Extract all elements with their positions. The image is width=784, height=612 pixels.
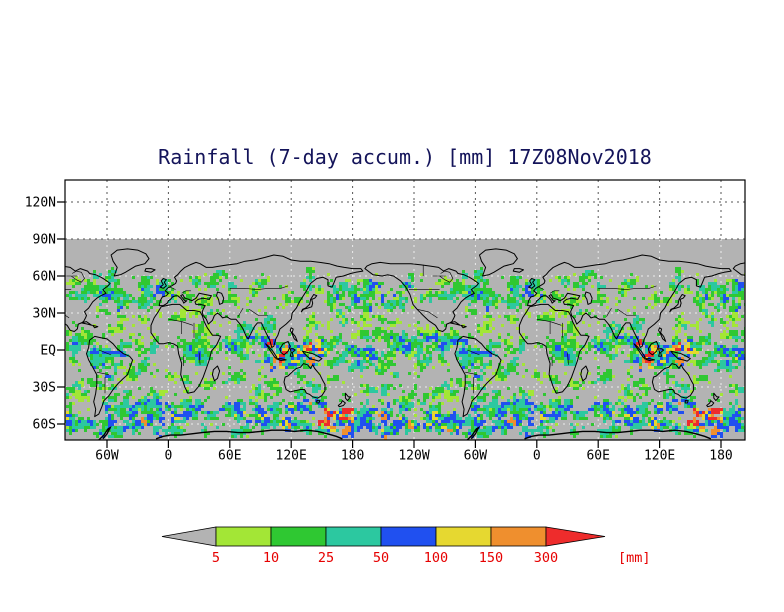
upper-gridlines (65, 180, 745, 240)
colorbar-seg-6 (490, 526, 547, 547)
colorbar-tick-50: 50 (373, 550, 389, 566)
colorbar-seg-3 (325, 526, 382, 547)
colorbar-left-arrow (161, 526, 217, 547)
lat-label-60n: 60N (33, 270, 56, 285)
colorbar-tick-25: 25 (318, 550, 334, 566)
coastline-path (65, 248, 745, 418)
lat-label-120n: 120N (25, 196, 56, 211)
lon-label-6: 60W (464, 449, 488, 464)
colorbar-seg-5 (435, 526, 492, 547)
lon-label-4: 180 (341, 449, 364, 464)
lon-label-2: 60E (218, 449, 241, 464)
colorbar-seg-4 (380, 526, 437, 547)
rainfall-layer (65, 267, 745, 440)
lon-label-8: 60E (586, 449, 609, 464)
colorbar-tick-150: 150 (479, 550, 503, 566)
lon-label-9: 120E (644, 449, 675, 464)
antarctica-coast-path (98, 425, 712, 440)
country-borders-path (65, 264, 657, 394)
colorbar-seg-2 (270, 526, 327, 547)
figure-title: Rainfall (7-day accum.) [mm] 17Z08Nov201… (158, 145, 652, 169)
lat-label-eq: EQ (40, 344, 56, 359)
colorbar-tick-100: 100 (424, 550, 448, 566)
lat-label-30s: 30S (33, 381, 56, 396)
colorbar: 5 10 25 50 100 150 300 [mm] (161, 526, 651, 566)
lon-label-1: 0 (164, 449, 172, 464)
coastlines-layer (65, 248, 745, 440)
lat-label-30n: 30N (33, 307, 56, 322)
plot-border (64, 179, 746, 441)
colorbar-units-label: [mm] (618, 550, 651, 566)
axis-ticks (57, 201, 722, 448)
lon-label-3: 120E (276, 449, 307, 464)
lon-label-0: 60W (95, 449, 119, 464)
colorbar-right-arrow (545, 526, 606, 547)
colorbar-tick-10: 10 (263, 550, 279, 566)
colorbar-tick-5: 5 (212, 550, 220, 566)
colorbar-seg-1 (215, 526, 272, 547)
lon-label-5: 120W (398, 449, 429, 464)
colorbar-tick-300: 300 (534, 550, 558, 566)
lon-label-7: 0 (533, 449, 541, 464)
lat-label-60s: 60S (33, 418, 56, 433)
lat-label-90n: 90N (33, 233, 56, 248)
lon-label-10: 180 (709, 449, 732, 464)
